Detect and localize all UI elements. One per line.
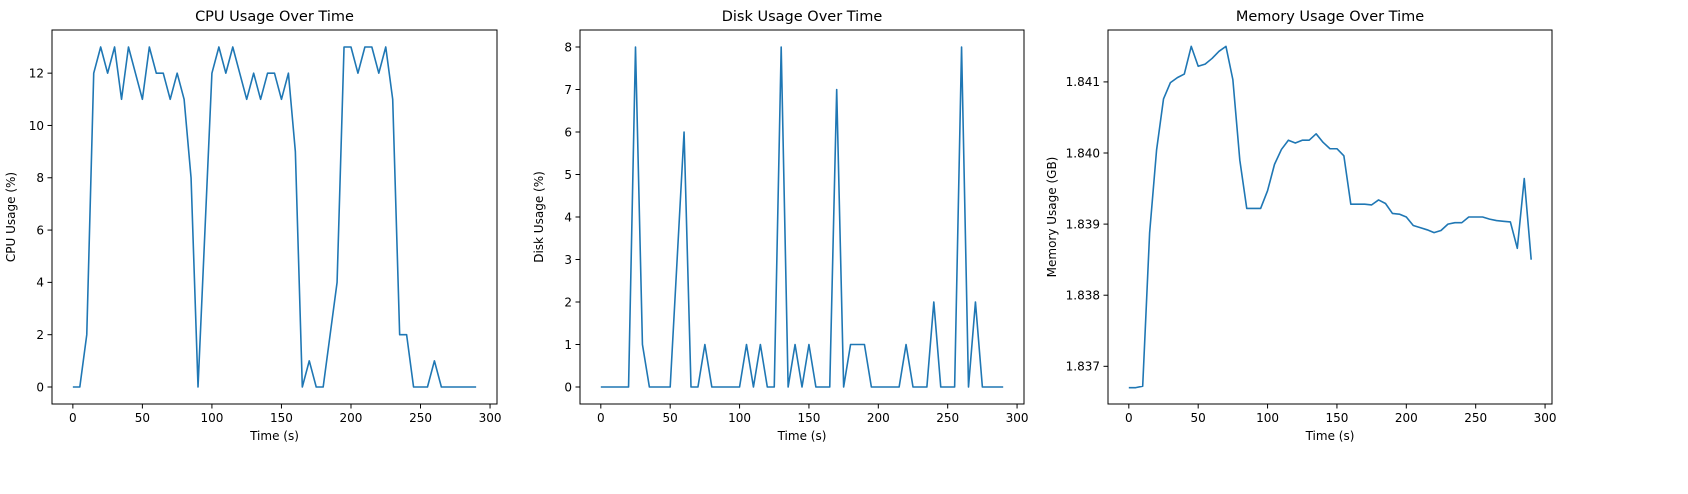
- y-tick-label: 3: [564, 253, 572, 267]
- y-tick-label: 8: [36, 171, 44, 185]
- series-line-0: [600, 46, 1004, 388]
- y-axis-label: Disk Usage (%): [532, 171, 546, 263]
- x-tick-label: 50: [1191, 411, 1206, 425]
- y-axis-label: Memory Usage (GB): [1045, 157, 1059, 278]
- y-tick-label: 1.837: [1066, 360, 1100, 374]
- axes-frame: [51, 29, 498, 405]
- axes-frame: [579, 29, 1025, 405]
- y-axis-label: CPU Usage (%): [4, 172, 18, 262]
- x-tick-label: 250: [936, 411, 959, 425]
- y-tick-label: 2: [564, 295, 572, 309]
- y-tick-label: 1.838: [1066, 289, 1100, 303]
- x-tick-label: 200: [867, 411, 890, 425]
- x-axis-label: Time (s): [249, 429, 299, 443]
- x-tick-label: 150: [270, 411, 293, 425]
- x-tick-label: 250: [1464, 411, 1487, 425]
- x-tick-label: 150: [1325, 411, 1348, 425]
- x-tick-label: 300: [1006, 411, 1029, 425]
- chart-title: CPU Usage Over Time: [195, 9, 354, 25]
- y-tick-label: 1.841: [1066, 75, 1100, 89]
- y-tick-label: 6: [36, 223, 44, 237]
- x-tick-label: 250: [409, 411, 432, 425]
- chart-panel-0: CPU Usage Over Time 0 50 100 150 200 250 300 0 2 4…: [4, 9, 502, 443]
- chart-panel-1: Disk Usage Over Time 0 50 100 150 200 250 300 0 1…: [532, 9, 1029, 443]
- x-tick-label: 200: [340, 411, 363, 425]
- y-tick-label: 5: [564, 168, 572, 182]
- x-tick-label: 300: [479, 411, 502, 425]
- x-tick-label: 100: [728, 411, 751, 425]
- x-axis-label: Time (s): [1305, 429, 1355, 443]
- y-tick-label: 0: [564, 380, 572, 394]
- y-tick-label: 4: [36, 276, 44, 290]
- chart-title: Disk Usage Over Time: [722, 9, 883, 25]
- y-tick-label: 1: [564, 338, 572, 352]
- y-tick-label: 12: [29, 66, 44, 80]
- x-tick-label: 300: [1534, 411, 1557, 425]
- series-line-0: [72, 46, 477, 388]
- chart-panel-2: Memory Usage Over Time 0 50 100 150 200 250 300…: [1045, 9, 1557, 443]
- x-tick-label: 200: [1395, 411, 1418, 425]
- y-tick-label: 1.840: [1066, 146, 1100, 160]
- y-tick-label: 0: [36, 380, 44, 394]
- y-tick-label: 7: [564, 83, 572, 97]
- y-tick-label: 10: [29, 119, 44, 133]
- y-tick-label: 8: [564, 40, 572, 54]
- x-tick-label: 50: [663, 411, 678, 425]
- axes-frame: [1107, 29, 1553, 405]
- y-tick-label: 6: [564, 125, 572, 139]
- y-tick-label: 2: [36, 328, 44, 342]
- y-tick-label: 4: [564, 210, 572, 224]
- x-tick-label: 0: [1125, 411, 1133, 425]
- y-tick-label: 1.839: [1066, 217, 1100, 231]
- x-tick-label: 0: [597, 411, 605, 425]
- x-tick-label: 100: [200, 411, 223, 425]
- x-tick-label: 100: [1256, 411, 1279, 425]
- chart-title: Memory Usage Over Time: [1236, 9, 1424, 25]
- x-tick-label: 50: [135, 411, 150, 425]
- x-axis-label: Time (s): [777, 429, 827, 443]
- x-tick-label: 0: [69, 411, 77, 425]
- x-tick-label: 150: [797, 411, 820, 425]
- series-line-0: [1128, 45, 1532, 389]
